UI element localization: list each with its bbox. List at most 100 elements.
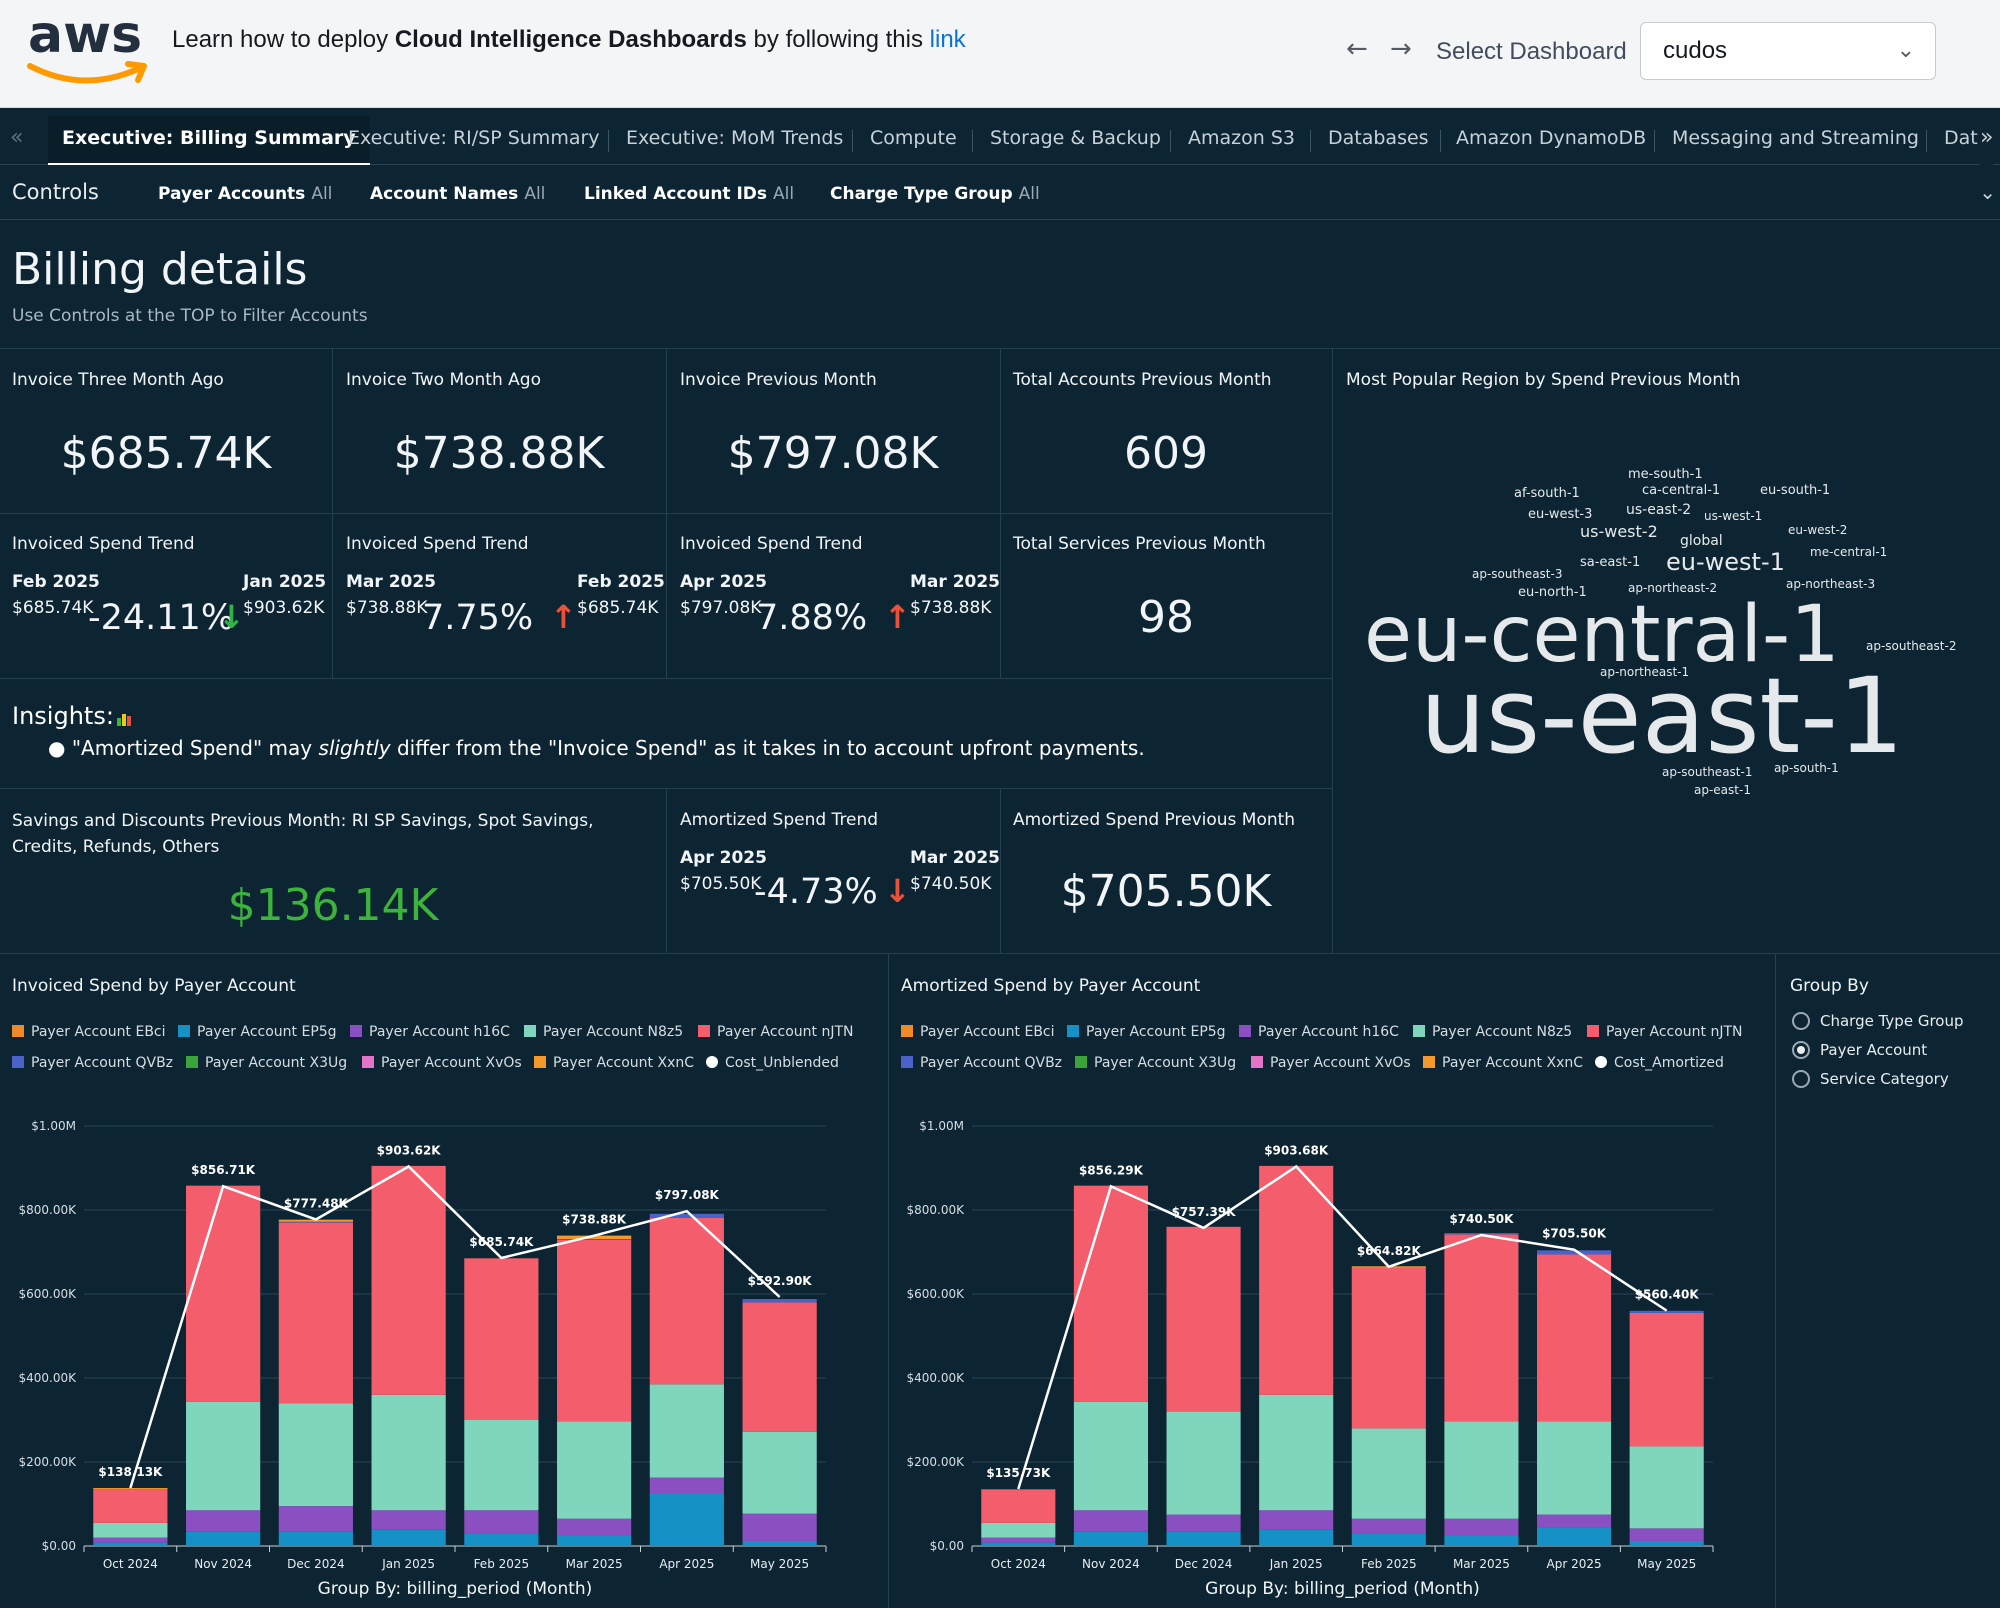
legend-item[interactable]: Payer Account EBci <box>901 1024 1055 1040</box>
word-eu-north-1[interactable]: eu-north-1 <box>1518 585 1587 600</box>
data-label: $664.82K <box>1357 1244 1422 1258</box>
tab-executive-billing-summary[interactable]: Executive: Billing Summary <box>48 116 370 165</box>
word-ap-northeast-3[interactable]: ap-northeast-3 <box>1786 577 1876 591</box>
tab-messaging-streaming[interactable]: Messaging and Streaming <box>1672 127 1919 149</box>
legend-item[interactable]: Payer Account h16C <box>1239 1024 1399 1040</box>
legend-item[interactable]: Payer Account XxnC <box>534 1055 694 1071</box>
bar-segment <box>1351 1267 1426 1429</box>
word-ap-northeast-1[interactable]: ap-northeast-1 <box>1600 665 1690 679</box>
legend-item[interactable]: Payer Account nJTN <box>698 1024 854 1040</box>
x-tick-label: Mar 2025 <box>566 1557 623 1571</box>
word-eu-south-1[interactable]: eu-south-1 <box>1760 483 1831 498</box>
legend-item[interactable]: Payer Account X3Ug <box>186 1055 347 1071</box>
legend-item[interactable]: Payer Account EBci <box>12 1024 166 1040</box>
arrow-left-icon[interactable]: ← <box>1346 34 1368 64</box>
word-us-east-1[interactable]: us-east-1 <box>1420 655 1904 777</box>
bar-segment <box>1537 1514 1612 1528</box>
data-label: $903.62K <box>377 1143 442 1157</box>
data-label: $592.90K <box>748 1274 813 1288</box>
radio-service-category[interactable]: Service Category <box>1792 1070 1949 1088</box>
word-me-south-1[interactable]: me-south-1 <box>1628 467 1703 482</box>
word-ap-southeast-3[interactable]: ap-southeast-3 <box>1472 567 1563 581</box>
word-us-east-2[interactable]: us-east-2 <box>1626 502 1692 518</box>
bar-segment <box>93 1537 168 1543</box>
word-eu-west-3[interactable]: eu-west-3 <box>1528 507 1593 522</box>
data-label: $685.74K <box>469 1235 534 1249</box>
word-ca-central-1[interactable]: ca-central-1 <box>1642 483 1721 498</box>
bar-segment <box>1166 1411 1241 1515</box>
legend-item[interactable]: Payer Account QVBz <box>901 1055 1062 1071</box>
control-payer-accounts[interactable]: Payer Accounts All <box>158 184 333 204</box>
data-label: $740.50K <box>1449 1212 1514 1226</box>
legend-item[interactable]: Payer Account EP5g <box>178 1024 337 1040</box>
word-eu-west-2[interactable]: eu-west-2 <box>1788 523 1848 537</box>
legend-item[interactable]: Payer Account X3Ug <box>1075 1055 1236 1071</box>
bar-segment <box>1629 1528 1704 1541</box>
legend-item[interactable]: Payer Account EP5g <box>1067 1024 1226 1040</box>
arrow-right-icon[interactable]: → <box>1390 34 1412 64</box>
tab-compute[interactable]: Compute <box>870 127 957 149</box>
word-ap-south-1[interactable]: ap-south-1 <box>1774 761 1839 775</box>
word-ap-northeast-2[interactable]: ap-northeast-2 <box>1628 581 1718 595</box>
word-us-west-2[interactable]: us-west-2 <box>1580 522 1658 541</box>
y-tick-label: $0.00 <box>42 1539 76 1553</box>
bar-segment <box>1351 1518 1426 1534</box>
legend-item[interactable]: Payer Account XvOs <box>362 1055 522 1071</box>
scroll-left-icon[interactable]: « <box>10 125 24 150</box>
deploy-banner: Learn how to deploy Cloud Intelligence D… <box>172 26 966 53</box>
dashboard-select[interactable]: cudos ⌄ <box>1640 22 1936 80</box>
word-af-south-1[interactable]: af-south-1 <box>1514 486 1580 501</box>
x-tick-label: Nov 2024 <box>1082 1557 1140 1571</box>
legend-item[interactable]: Cost_Amortized <box>1595 1055 1724 1071</box>
tab-data[interactable]: Dat <box>1944 127 1978 149</box>
word-us-west-1[interactable]: us-west-1 <box>1704 509 1763 523</box>
legend-item[interactable]: Payer Account XxnC <box>1423 1055 1583 1071</box>
word-me-central-1[interactable]: me-central-1 <box>1810 545 1888 559</box>
word-ap-southeast-2[interactable]: ap-southeast-2 <box>1866 639 1957 653</box>
bar-segment <box>557 1235 632 1239</box>
word-eu-west-1[interactable]: eu-west-1 <box>1666 548 1785 576</box>
bar-segment <box>1259 1510 1334 1530</box>
legend-item[interactable]: Payer Account QVBz <box>12 1055 173 1071</box>
bar-segment <box>1073 1531 1148 1546</box>
controls-title[interactable]: Controls <box>12 180 99 204</box>
chevron-down-icon[interactable]: ⌄ <box>1979 180 1996 204</box>
radio-payer-account[interactable]: Payer Account <box>1792 1041 1927 1059</box>
legend-item[interactable]: Payer Account N8z5 <box>524 1024 683 1040</box>
controls-bar: Controls Payer Accounts All Account Names… <box>0 166 2000 220</box>
word-global[interactable]: global <box>1680 533 1723 549</box>
tab-storage-backup[interactable]: Storage & Backup <box>990 127 1161 149</box>
legend-item[interactable]: Payer Account nJTN <box>1587 1024 1743 1040</box>
legend-item[interactable]: Payer Account N8z5 <box>1413 1024 1572 1040</box>
deploy-link[interactable]: link <box>929 26 966 53</box>
word-ap-southeast-1[interactable]: ap-southeast-1 <box>1662 765 1753 779</box>
legend-item[interactable]: Cost_Unblended <box>706 1055 839 1071</box>
scroll-right-icon[interactable]: » <box>1980 124 1994 165</box>
chart-title: Amortized Spend by Payer Account <box>901 976 1201 996</box>
control-charge-type-group[interactable]: Charge Type Group All <box>830 184 1040 204</box>
bar-segment <box>186 1510 261 1532</box>
radio-charge-type-group[interactable]: Charge Type Group <box>1792 1012 1963 1030</box>
tab-amazon-s3[interactable]: Amazon S3 <box>1188 127 1295 149</box>
tab-databases[interactable]: Databases <box>1328 127 1429 149</box>
amortized-spend-chart[interactable]: $0.00 $200.00K $400.00K $600.00K $800.00K $1.… <box>888 1100 1775 1608</box>
bar-segment <box>278 1531 353 1546</box>
tab-executive-risp-summary[interactable]: Executive: RI/SP Summary <box>348 127 600 149</box>
word-ap-east-1[interactable]: ap-east-1 <box>1694 783 1751 797</box>
tab-amazon-dynamodb[interactable]: Amazon DynamoDB <box>1456 127 1647 149</box>
word-sa-east-1[interactable]: sa-east-1 <box>1580 555 1641 570</box>
bar-segment <box>557 1238 632 1240</box>
x-axis-label: Group By: billing_period (Month) <box>318 1579 593 1599</box>
bar-segment <box>186 1185 261 1402</box>
word-eu-central-1[interactable]: eu-central-1 <box>1364 590 1840 680</box>
insights-text: ● "Amortized Spend" may slightly differ … <box>48 736 1145 760</box>
legend-item[interactable]: Payer Account h16C <box>350 1024 510 1040</box>
control-linked-account-ids[interactable]: Linked Account IDs All <box>584 184 795 204</box>
tab-executive-mom-trends[interactable]: Executive: MoM Trends <box>626 127 844 149</box>
aws-logo[interactable]: aws <box>24 8 154 94</box>
data-label: $705.50K <box>1542 1227 1607 1241</box>
control-account-names[interactable]: Account Names All <box>370 184 546 204</box>
bar-segment <box>464 1510 539 1534</box>
legend-item[interactable]: Payer Account XvOs <box>1251 1055 1411 1071</box>
invoiced-spend-chart[interactable]: $0.00 $200.00K $400.00K $600.00K $800.00K $1.… <box>0 1100 888 1608</box>
